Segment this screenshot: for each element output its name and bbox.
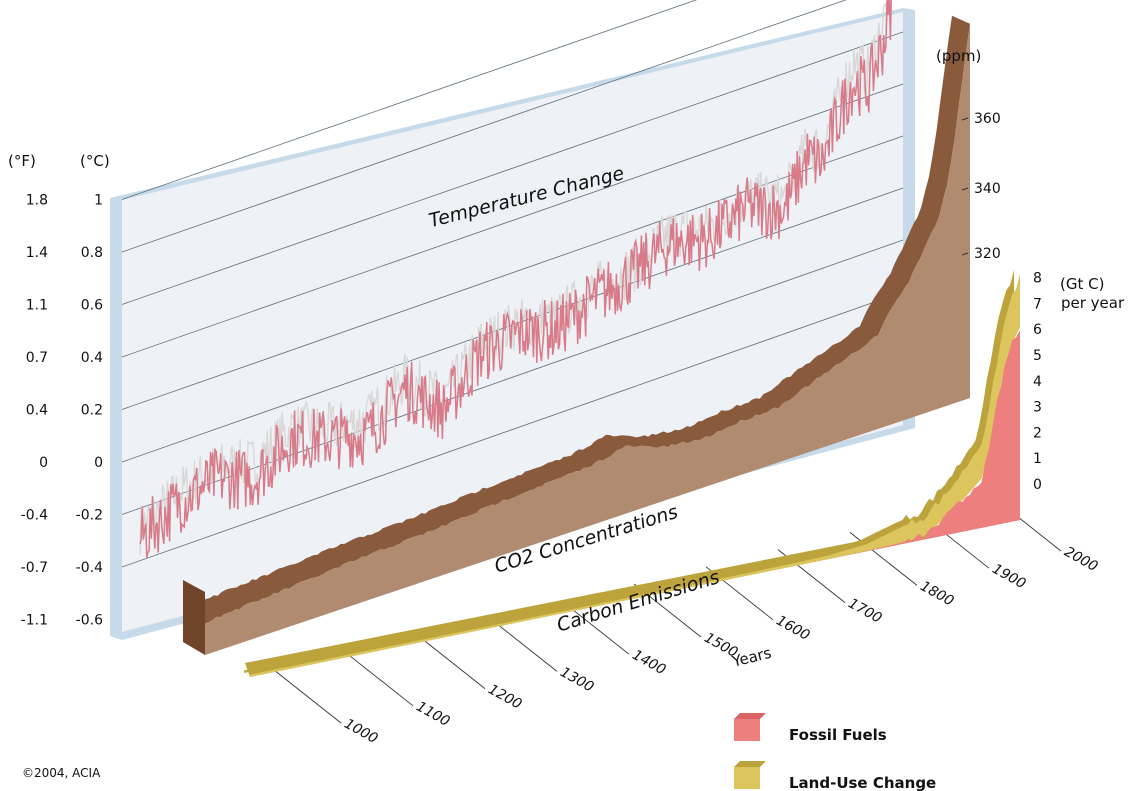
- year-tick-label: 1900: [989, 561, 1028, 592]
- temperature-series: [139, 0, 893, 558]
- emissions-series: [244, 269, 1020, 677]
- year-floor-line: [489, 618, 558, 672]
- celsius-tick-label: -0.6: [76, 613, 103, 629]
- temperature-gridline: [121, 0, 847, 253]
- co2-tick-label: 320: [974, 246, 1001, 262]
- celsius-tick-label: 0.2: [81, 403, 103, 419]
- year-floor-line: [417, 635, 486, 689]
- fahrenheit-unit-label: (°F): [8, 152, 36, 170]
- emissions-tick-label: 6: [1033, 322, 1042, 338]
- emissions-tick-label: 8: [1033, 271, 1042, 287]
- fahrenheit-tick-label: -0.4: [21, 508, 48, 524]
- fahrenheit-tick-label: 0.4: [26, 403, 48, 419]
- emissions-tick-label: 5: [1033, 348, 1042, 364]
- celsius-tick-label: 0.8: [81, 245, 103, 261]
- temperature-gridline: [121, 0, 698, 200]
- legend: Fossil Fuels Land-Use Change: [734, 713, 936, 791]
- fahrenheit-tick-label: 1.4: [26, 245, 48, 261]
- celsius-tick-label: -0.2: [76, 508, 103, 524]
- co2-tick-label: 340: [974, 181, 1001, 197]
- temperature-gridline: [121, 291, 904, 568]
- year-tick-label: 1800: [917, 578, 956, 609]
- co2-front-face: [205, 23, 970, 656]
- fahrenheit-tick-label: -1.1: [21, 613, 48, 629]
- temperature-series-line: [139, 0, 893, 558]
- fahrenheit-tick-label: -0.7: [21, 560, 48, 576]
- copyright-notice: ©2004, ACIA: [22, 766, 101, 780]
- fahrenheit-tick-label: 0.7: [26, 350, 48, 366]
- land-use-change-area: [250, 273, 1020, 677]
- emissions-tick-label: 2: [1033, 425, 1042, 441]
- year-tick-label: 1000: [341, 716, 380, 747]
- temperature-gridline: [121, 83, 904, 358]
- emissions-tick-label: 7: [1033, 296, 1042, 312]
- year-tick-label: 1300: [557, 664, 596, 695]
- celsius-unit-label: (°C): [80, 152, 110, 170]
- fahrenheit-tick-label: 0: [39, 455, 48, 471]
- legend-swatch: [734, 767, 760, 789]
- celsius-tick-label: 0.6: [81, 298, 103, 314]
- year-tick-label: 1600: [773, 613, 812, 644]
- co2-tick-mark: [961, 252, 969, 256]
- celsius-tick-label: -0.4: [76, 560, 103, 576]
- temperature-gridline: [121, 239, 904, 515]
- celsius-tick-label: 0: [94, 455, 103, 471]
- year-floor-line: [273, 669, 342, 724]
- co2-series: [183, 15, 970, 656]
- temperature-gridline: [121, 31, 904, 305]
- emissions-tick-label: 0: [1033, 477, 1042, 493]
- legend-label: Land-Use Change: [789, 774, 936, 791]
- celsius-tick-label: 0.4: [81, 350, 103, 366]
- year-tick-label: 1700: [845, 595, 884, 626]
- co2-end-face: [183, 580, 205, 655]
- fahrenheit-tick-label: 1.1: [26, 298, 48, 314]
- temperature-axis-ticks: 1.8 1 1.4 0.8 1.1 0.6 0.7 0.4 0.4 0.2 0 0 -0.4 -0.2 -0…: [21, 193, 103, 629]
- celsius-tick-label: 1: [94, 193, 103, 209]
- year-floor-line: [345, 652, 414, 707]
- co2-tick-mark: [961, 187, 969, 191]
- emissions-tick-label: 3: [1033, 400, 1042, 416]
- co2-tick-mark: [961, 117, 969, 121]
- temperature-gridline: [121, 135, 904, 410]
- legend-label: Fossil Fuels: [789, 726, 887, 744]
- emissions-tick-label: 4: [1033, 374, 1042, 390]
- emissions-unit-label: (Gt C): [1060, 275, 1104, 293]
- year-tick-label: 2000: [1061, 544, 1100, 575]
- land-use-change-side: [244, 269, 1014, 673]
- emissions-axis-ticks: 0 1 2 3 4 5 6 7 8: [1033, 271, 1042, 493]
- legend-swatch-top: [734, 713, 766, 719]
- emissions-tick-label: 1: [1033, 451, 1042, 467]
- legend-swatch: [734, 719, 760, 741]
- year-tick-label: 1400: [629, 647, 668, 678]
- year-tick-label: 1200: [485, 681, 524, 712]
- fahrenheit-tick-label: 1.8: [26, 193, 48, 209]
- emissions-unit-sublabel: per year: [1061, 294, 1125, 312]
- co2-unit-label: (ppm): [936, 47, 981, 65]
- co2-tick-label: 360: [974, 111, 1001, 127]
- legend-swatch-top: [734, 761, 766, 767]
- year-tick-label: 1100: [413, 699, 452, 730]
- co2-axis-ticks: 320 340 360: [961, 111, 1001, 262]
